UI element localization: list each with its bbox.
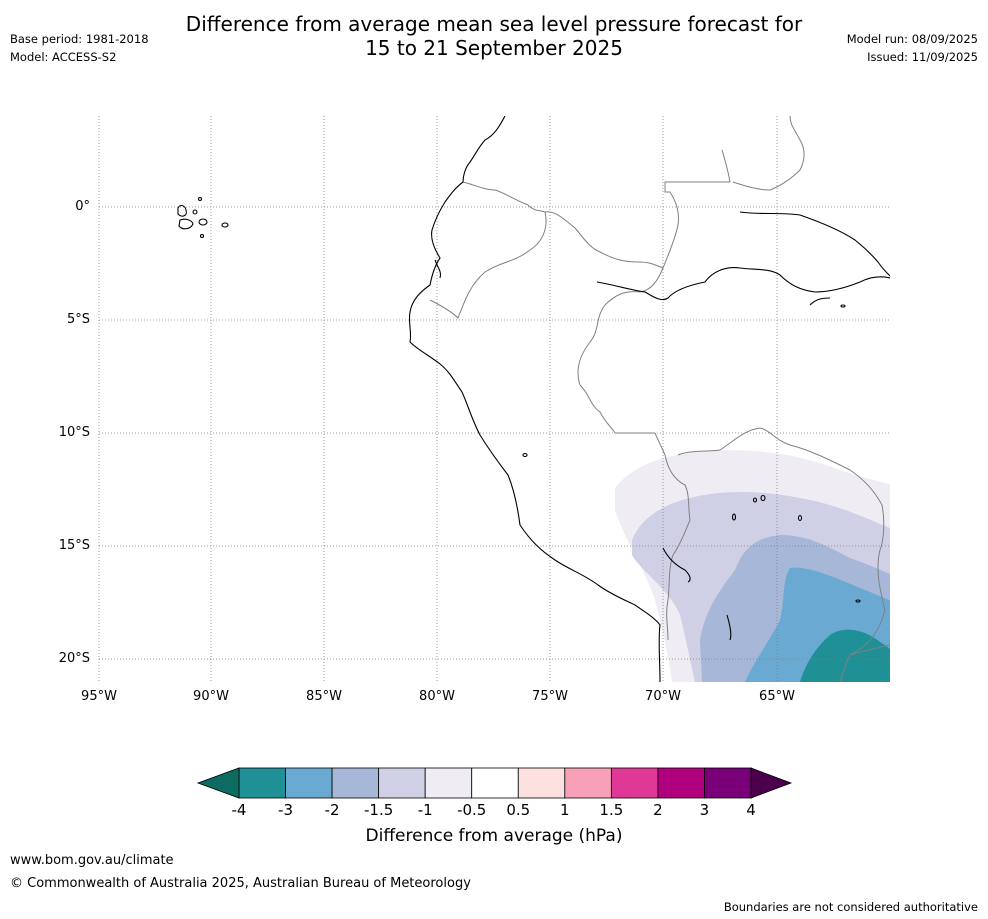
colorbar-under-arrow [196,767,240,799]
lon-label-75w: 75°W [532,689,568,704]
colorbar-tick-label: -0.5 [457,801,487,819]
lat-label-10s: 10°S [58,425,90,440]
colorbar-swatch [517,767,566,799]
islands [177,196,861,603]
colorbar-tick-labels: -4 -3 -2 -1.5 -1 -0.5 0.5 1 1.5 2 3 4 [0,801,988,821]
graticule [98,116,890,682]
country-boundaries [429,116,890,682]
title-line-2: 15 to 21 September 2025 [365,36,623,60]
lat-label-0: 0° [75,199,90,214]
title-line-1: Difference from average mean sea level p… [185,12,803,36]
colorbar-tick-label: -4 [231,801,247,819]
anomaly-shading [615,450,890,682]
colorbar-tick-label: 1 [560,801,570,819]
colorbar-tick-label: 0.5 [506,801,531,819]
lon-label-70w: 70°W [645,689,681,704]
colorbar [196,767,793,799]
model-text: Model: ACCESS-S2 [10,50,117,64]
colorbar-over-arrow [750,767,793,799]
meta-left: Base period: 1981-2018 Model: ACCESS-S2 [10,32,149,68]
colorbar-tick-label: -1 [417,801,433,819]
lon-label-95w: 95°W [81,689,117,704]
issued-text: Issued: 11/09/2025 [867,50,978,64]
colorbar-swatch [285,767,333,799]
colorbar-swatch [471,767,519,799]
colorbar-tick-label: 1.5 [599,801,624,819]
coastlines [408,116,890,682]
lon-label-85w: 85°W [306,689,342,704]
colorbar-swatch [331,767,380,799]
disclaimer-text: Boundaries are not considered authoritat… [723,900,978,914]
colorbar-swatch [564,767,612,799]
base-period-text: Base period: 1981-2018 [10,32,149,46]
colorbar-swatch [704,767,752,799]
lon-label-90w: 90°W [193,689,229,704]
lat-label-15s: 15°S [58,538,90,553]
lat-label-20s: 20°S [58,651,90,666]
website-url: www.bom.gov.au/climate [10,853,174,868]
model-run-text: Model run: 08/09/2025 [846,32,978,46]
colorbar-label: Difference from average (hPa) [365,826,623,846]
colorbar-swatch [610,767,659,799]
colorbar-tick-label: -1.5 [363,801,394,819]
lat-label-5s: 5°S [66,312,90,327]
colorbar-tick-label: 3 [699,801,710,819]
colorbar-tick-label: -2 [324,801,340,819]
colorbar-tick-label: 2 [653,801,663,819]
meta-right: Model run: 08/09/2025 Issued: 11/09/2025 [847,32,978,68]
copyright-text: © Commonwealth of Australia 2025, Austra… [10,876,471,891]
colorbar-swatch [657,767,705,799]
colorbar-tick-label: 4 [746,801,756,819]
colorbar-swatch [238,767,286,799]
colorbar-swatch [424,767,473,799]
lon-label-65w: 65°W [759,689,795,704]
lon-label-80w: 80°W [419,689,455,704]
colorbar-tick-label: -3 [278,801,294,819]
map-title: Difference from average mean sea level p… [0,12,988,60]
colorbar-swatch [378,767,426,799]
